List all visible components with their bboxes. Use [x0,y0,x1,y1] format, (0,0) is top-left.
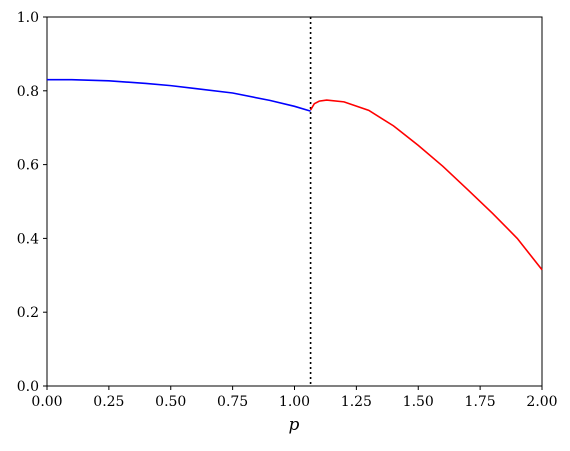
y-tick-label: 1.0 [17,10,39,26]
line-series [309,99,543,271]
x-tick-label: 1.00 [279,394,310,410]
y-tick-label: 0.6 [17,158,39,174]
x-tick-label: 1.25 [341,394,372,410]
x-tick-label: 0.75 [217,394,248,410]
y-tick-label: 0.2 [17,305,39,321]
x-tick-label: 1.50 [403,394,434,410]
x-tick-label: 1.75 [465,394,496,410]
x-axis-label: p [289,415,300,435]
x-tick-label: 2.00 [526,394,557,410]
x-tick-label: 0.00 [31,394,62,410]
y-tick-label: 0.0 [17,379,39,395]
plot-frame [46,16,543,387]
y-tick-label: 0.4 [17,231,39,247]
y-tick-label: 0.8 [17,84,39,100]
x-tick-label: 0.25 [93,394,124,410]
line-series [47,78,311,112]
x-tick-label: 0.50 [155,394,186,410]
